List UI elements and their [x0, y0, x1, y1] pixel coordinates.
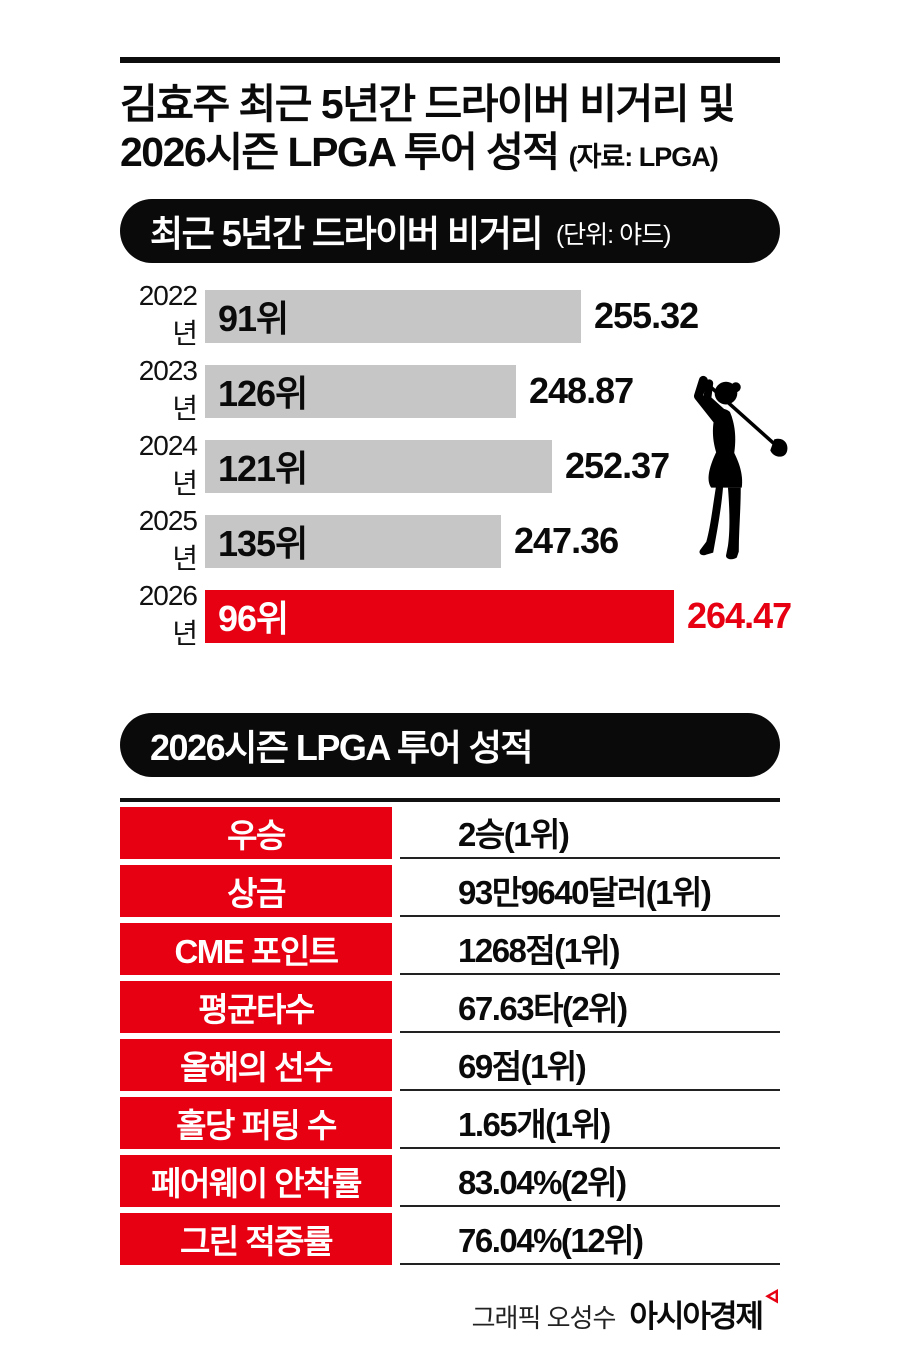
- stat-column-gap: [392, 1097, 400, 1149]
- brand-name: 아시아경제: [629, 1298, 764, 1334]
- distance-value: 264.47: [687, 595, 792, 637]
- tour-section-badge: 2026시즌 LPGA 투어 성적: [120, 712, 780, 777]
- bar-area: 96위 264.47: [205, 589, 792, 643]
- footer: 그래픽 오성수 아시아경제: [120, 1288, 780, 1336]
- bar-area: 126위 248.87: [205, 364, 780, 418]
- stat-value: 1.65개(1위): [400, 1096, 780, 1149]
- stat-row: 홀당 퍼팅 수 1.65개(1위): [120, 1096, 780, 1149]
- stat-row: 올해의 선수 69점(1위): [120, 1038, 780, 1091]
- chart-row: 2023년 126위 248.87: [120, 355, 780, 424]
- brand-logo-icon: [765, 1288, 778, 1304]
- page-title-line1: 김효주 최근 5년간 드라이버 비거리 및: [120, 81, 736, 127]
- year-label: 2024년: [138, 430, 198, 500]
- stat-value: 83.04%(2위): [400, 1154, 780, 1207]
- rank-label: 96위: [218, 598, 289, 640]
- distance-value: 255.32: [594, 295, 699, 337]
- stat-row: CME 포인트 1268점(1위): [120, 922, 780, 975]
- driver-section-badge: 최근 5년간 드라이버 비거리 (단위: 야드): [120, 198, 780, 263]
- stat-label: 그린 적중률: [120, 1212, 392, 1265]
- stat-value: 67.63타(2위): [400, 980, 780, 1033]
- chart-row: 2026년 96위 264.47: [120, 580, 792, 649]
- top-divider: [120, 57, 780, 63]
- rank-label: 126위: [218, 373, 308, 415]
- stat-row: 페어웨이 안착률 83.04%(2위): [120, 1154, 780, 1207]
- stat-row: 그린 적중률 76.04%(12위): [120, 1212, 780, 1265]
- stat-label: CME 포인트: [120, 922, 392, 975]
- tour-stats-table: 우승 2승(1위) 상금 93만9640달러(1위) CME 포인트 1268점(1위) 평…: [120, 797, 780, 1265]
- year-label: 2025년: [138, 505, 198, 575]
- bar-area: 121위 252.37: [205, 439, 780, 493]
- page-title-line2: 2026시즌 LPGA 투어 성적 (자료: LPGA): [120, 129, 780, 177]
- stat-value: 2승(1위): [400, 806, 780, 859]
- year-label: 2026년: [138, 580, 198, 650]
- stat-column-gap: [392, 1155, 400, 1207]
- stat-label: 페어웨이 안착률: [120, 1154, 392, 1207]
- stat-row: 평균타수 67.63타(2위): [120, 980, 780, 1033]
- bar-area: 91위 255.32: [205, 289, 780, 343]
- page-title-line2-text: 2026시즌 LPGA 투어 성적: [120, 128, 560, 175]
- driver-section-badge-unit: (단위: 야드): [555, 220, 672, 249]
- stat-column-gap: [392, 1039, 400, 1091]
- bar-area: 135위 247.36: [205, 514, 780, 568]
- distance-bar: 96위: [205, 589, 674, 643]
- chart-row: 2022년 91위 255.32: [120, 280, 780, 349]
- stat-row: 우승 2승(1위): [120, 806, 780, 859]
- stat-column-gap: [392, 1213, 400, 1265]
- driver-section-badge-title: 최근 5년간 드라이버 비거리: [150, 212, 543, 254]
- stat-row: 상금 93만9640달러(1위): [120, 864, 780, 917]
- driver-bar-chart: 2022년 91위 255.32 2023년 126위 248.87 2024년 121위 25…: [120, 280, 792, 649]
- stat-label: 홀당 퍼팅 수: [120, 1096, 392, 1149]
- distance-value: 252.37: [565, 445, 670, 487]
- distance-bar: 121위: [205, 439, 552, 493]
- stat-label: 올해의 선수: [120, 1038, 392, 1091]
- rank-label: 135위: [218, 523, 308, 565]
- stat-value: 69점(1위): [400, 1038, 780, 1091]
- chart-row: 2024년 121위 252.37: [120, 430, 780, 499]
- year-label: 2022년: [138, 280, 198, 350]
- page-title: 김효주 최근 5년간 드라이버 비거리 및 2026시즌 LPGA 투어 성적 (…: [120, 81, 780, 177]
- distance-bar: 126위: [205, 364, 516, 418]
- stat-label: 상금: [120, 864, 392, 917]
- stat-label: 평균타수: [120, 980, 392, 1033]
- rank-label: 91위: [218, 298, 289, 340]
- rank-label: 121위: [218, 448, 308, 490]
- year-label: 2023년: [138, 355, 198, 425]
- stat-value: 76.04%(12위): [400, 1212, 780, 1265]
- brand: 아시아경제: [629, 1288, 780, 1336]
- distance-bar: 91위: [205, 289, 581, 343]
- stat-column-gap: [392, 981, 400, 1033]
- stat-column-gap: [392, 865, 400, 917]
- stat-value: 93만9640달러(1위): [400, 864, 780, 917]
- source-note: (자료: LPGA): [568, 141, 719, 172]
- distance-value: 248.87: [529, 370, 634, 412]
- content-column: 김효주 최근 5년간 드라이버 비거리 및 2026시즌 LPGA 투어 성적 (…: [120, 0, 792, 1336]
- stat-column-gap: [392, 923, 400, 975]
- graphic-credit: 그래픽 오성수: [471, 1302, 617, 1333]
- chart-row: 2025년 135위 247.36: [120, 505, 780, 574]
- stat-value: 1268점(1위): [400, 922, 780, 975]
- distance-value: 247.36: [514, 520, 619, 562]
- tour-section-badge-title: 2026시즌 LPGA 투어 성적: [150, 726, 533, 768]
- stat-label: 우승: [120, 806, 392, 859]
- distance-bar: 135위: [205, 514, 501, 568]
- stat-column-gap: [392, 807, 400, 859]
